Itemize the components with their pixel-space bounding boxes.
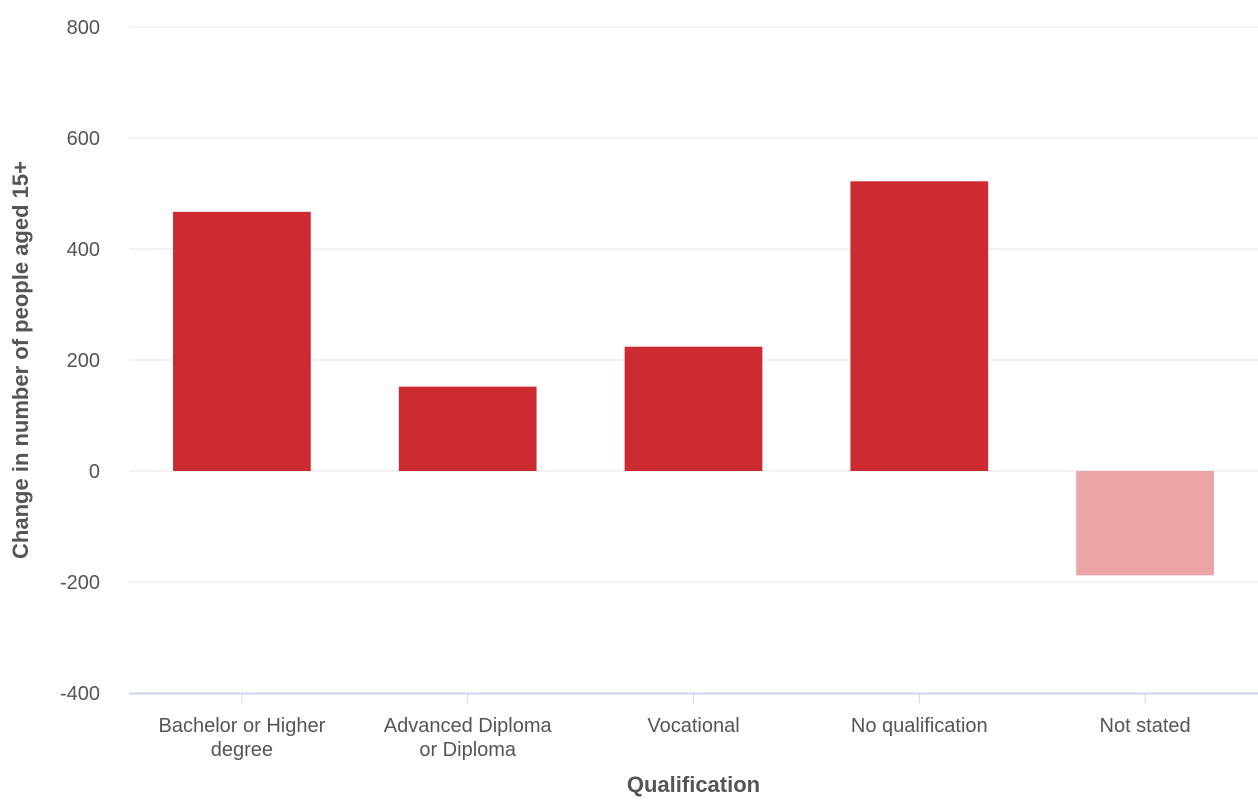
x-axis-title: Qualification — [627, 772, 760, 797]
x-category-label: Advanced Diploma or Diploma — [384, 715, 553, 761]
y-tick-label: 600 — [67, 128, 100, 150]
y-axis-tick-labels: -400 -200 0 200 400 600 800 — [60, 17, 100, 705]
bar — [624, 346, 763, 471]
bar — [398, 386, 537, 471]
x-category-label: Bachelor or Higher degree — [159, 715, 326, 761]
y-tick-label: -400 — [60, 683, 100, 705]
y-tick-label: 400 — [67, 239, 100, 261]
y-tick-label: 200 — [67, 350, 100, 372]
x-axis-category-labels: Bachelor or Higher degree Advanced Diploma… — [159, 715, 1191, 761]
y-axis-title: Change in number of people aged 15+ — [8, 161, 33, 559]
y-tick-label: -200 — [60, 572, 100, 594]
x-category-label: Vocational — [647, 715, 739, 737]
x-category-label: No qualification — [851, 715, 988, 737]
bar — [1076, 471, 1214, 576]
y-tick-label: 800 — [67, 17, 100, 39]
y-tick-label: 0 — [89, 461, 100, 483]
x-axis-ticks — [241, 693, 1146, 703]
bar — [173, 211, 311, 471]
x-category-label: Not stated — [1100, 715, 1191, 737]
bar — [850, 181, 989, 472]
bars — [173, 181, 1214, 576]
